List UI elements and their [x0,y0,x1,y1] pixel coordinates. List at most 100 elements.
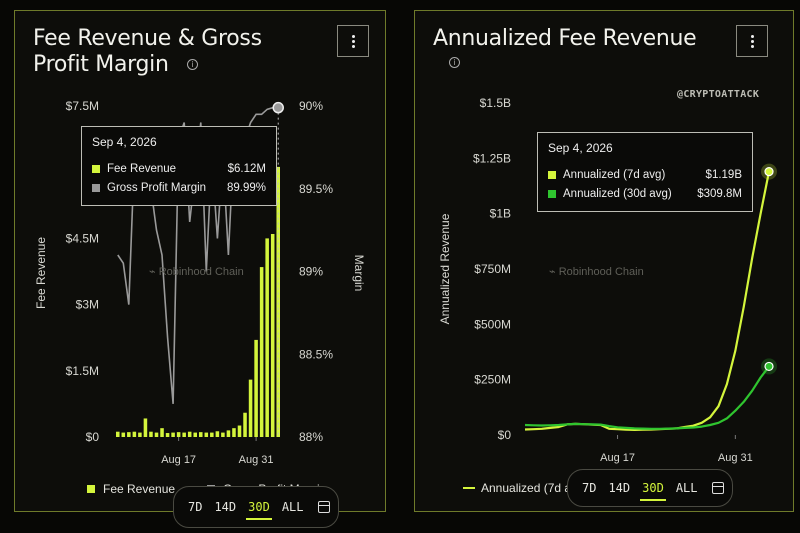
fee-revenue-bar [221,432,225,437]
fee-revenue-bar [270,233,275,437]
calendar-icon[interactable] [317,501,330,513]
y2-tick-label: 89.5% [299,182,333,196]
tooltip-label: Fee Revenue [107,162,177,175]
y-tick-label: $4.5M [66,231,99,245]
annualized-30d-line [524,365,770,430]
annualized-revenue-panel: Annualized Fee Revenue i @CRYPTOATTACK $… [414,10,794,512]
margin-hover-point [272,101,284,114]
credit-tag: @CRYPTOATTACK [677,89,760,100]
title-line-2: Profit Margin [33,52,169,77]
fee-revenue-chart: $0 $1.5M $3M $4.5M $7.5M 88% 88.5% 89% 89.5% 90% F… [34,99,366,466]
calendar-icon[interactable] [711,482,724,494]
y-tick-label: $7.5M [66,99,99,113]
range-14d-button[interactable]: 14D [608,481,631,495]
x-tick-label: Aug 31 [718,452,753,464]
tooltip-value: $309.8M [697,187,742,200]
fee-revenue-bar [149,431,153,437]
tooltip-label: Annualized (7d avg) [563,168,666,181]
dot-icon [352,40,355,43]
y-axis-label: Annualized Revenue [438,213,452,324]
watermark: ⌁ Robinhood Chain [149,266,244,278]
time-range-selector: 7D 14D 30D ALL [567,469,733,507]
fee-revenue-bar [232,428,236,437]
watermark-text: Robinhood Chain [558,266,644,278]
dot-icon [751,45,754,48]
legend-label: Fee Revenue [103,482,176,496]
y-tick-label: $1.5B [480,96,511,110]
y-tick-label: $0 [498,428,512,442]
fee-revenue-bar [132,431,137,437]
fee-revenue-bar [121,432,126,437]
more-menu-button[interactable] [337,25,369,57]
legend-item-annualized-7d[interactable]: Annualized (7d a [463,481,571,495]
fee-revenue-bar [215,431,220,437]
y-tick-label: $750M [474,262,511,276]
chart-tooltip: Sep 4, 2026 Annualized (7d avg) $1.19B A… [537,132,753,212]
x-tick-label: Aug 31 [239,454,274,466]
panel-title: Fee Revenue & Gross Profit Margin [33,26,262,78]
tooltip-label: Annualized (30d avg) [563,187,672,200]
info-icon[interactable]: i [449,57,460,68]
tooltip-date: Sep 4, 2026 [92,135,157,149]
title-line-1: Fee Revenue & Gross [33,26,262,51]
fee-revenue-bar [248,379,253,437]
dot-icon [751,35,754,38]
tooltip-value: 89.99% [226,181,266,194]
annualized-30d-swatch [548,189,556,198]
x-tick-label: Aug 17 [161,454,196,466]
annualized-7d-swatch [548,170,556,179]
dot-icon [751,40,754,43]
tooltip-row: Gross Profit Margin 89.99% [92,178,266,197]
tooltip-date: Sep 4, 2026 [548,141,613,155]
tooltip-row: Annualized (7d avg) $1.19B [548,165,742,184]
fee-revenue-bar [259,267,264,437]
range-7d-button[interactable]: 7D [582,481,597,495]
fee-revenue-bar [204,432,209,437]
chart-tooltip: Sep 4, 2026 Fee Revenue $6.12M Gross Pro… [81,126,277,206]
legend-item-fee-revenue[interactable]: Fee Revenue [87,482,175,496]
tooltip-row: Fee Revenue $6.12M [92,159,266,178]
time-range-selector: 7D 14D 30D ALL [173,486,339,528]
fee-revenue-bar [165,433,170,437]
fee-revenue-bar [276,166,280,438]
annualized-revenue-chart: $0 $250M $500M $750M $1B $1.25B $1.5B Annualize… [438,96,777,464]
legend-line [463,487,475,489]
range-14d-button[interactable]: 14D [214,500,237,514]
range-7d-button[interactable]: 7D [188,500,203,514]
legend-label: Annualized (7d a [481,481,572,495]
info-icon[interactable]: i [187,59,198,70]
watermark-text: Robinhood Chain [158,266,244,278]
fee-revenue-bar [187,431,192,437]
fee-revenue-bar [138,432,142,437]
fee-revenue-bar [143,418,148,437]
y-tick-label: $3M [76,298,99,312]
legend-swatch [87,485,95,493]
y-tick-label: $500M [474,317,511,331]
fee-revenue-bar [254,339,258,437]
fee-revenue-bar [182,432,186,437]
fee-revenue-bar [265,238,269,437]
y-tick-label: $1.25B [473,151,511,165]
fee-revenue-bar [237,425,242,437]
fee-revenue-bar [127,432,131,437]
watermark: ⌁ Robinhood Chain [549,266,644,278]
y2-tick-label: 90% [299,99,323,113]
fee-revenue-bar [171,432,175,437]
y2-tick-label: 88.5% [299,347,333,361]
y-tick-label: $250M [474,373,511,387]
y2-tick-label: 89% [299,265,323,279]
range-all-button[interactable]: ALL [675,481,698,495]
range-30d-button[interactable]: 30D [246,500,272,520]
hover-point [764,167,774,177]
dot-icon [352,45,355,48]
more-menu-button[interactable] [736,25,768,57]
range-all-button[interactable]: ALL [281,500,304,514]
fee-revenue-bar [154,432,159,437]
y-axis-label: Fee Revenue [34,237,48,309]
y-tick-label: $0 [86,430,100,444]
y-tick-label: $1B [490,207,511,221]
dot-icon [352,35,355,38]
tooltip-value: $1.19B [705,168,742,181]
range-30d-button[interactable]: 30D [640,481,666,501]
y2-tick-label: 88% [299,430,323,444]
